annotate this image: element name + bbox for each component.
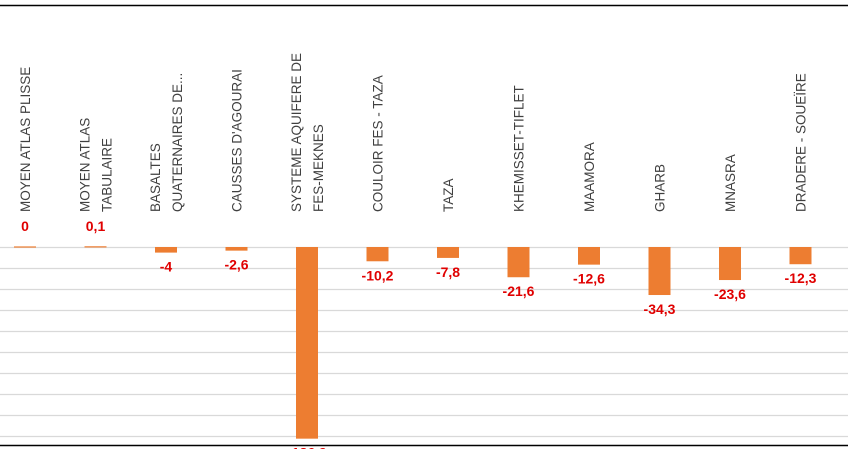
category-label: COULOIR FES - TAZA [371,75,386,212]
category-label: TAZA [441,179,456,213]
category-label: MOYEN ATLAS PLISSE [18,67,33,212]
category-label: KHEMISSET-TIFLET [512,85,527,212]
data-label: 0,1 [86,218,106,234]
category-labels: MOYEN ATLAS PLISSE MOYEN ATLAS TABULAIRE BA… [18,53,809,212]
bar [296,247,318,439]
bar [578,247,600,265]
bar [14,246,36,248]
bar [648,247,671,296]
bar [155,247,177,253]
data-label: -2,6 [224,257,248,273]
data-label: -12,6 [573,271,605,287]
data-label: -23,6 [714,286,746,302]
category-label: MAAMORA [582,142,597,212]
data-label: -10,2 [362,267,394,283]
data-label: -12,3 [785,270,817,286]
category-label: SYSTEME AQUIFERE DE FES-MEKNES [289,53,326,212]
data-label: -21,6 [503,283,535,299]
gridlines [0,246,848,438]
bar [789,247,812,265]
category-label: CAUSSES D'AGOURAI [230,69,245,212]
bar [84,246,107,248]
category-label: GHARB [653,164,668,212]
bar [719,247,741,281]
data-label: 0 [21,218,29,234]
data-label: -4 [160,259,173,275]
bar [225,247,248,251]
bar [437,247,459,258]
bars [14,246,812,439]
bar [366,247,389,262]
category-label: MOYEN ATLAS TABULAIRE [78,118,115,212]
bar [507,247,530,278]
data-label: -136,9 [287,445,327,449]
category-label: DRADERE - SOUEÏRE [794,73,809,212]
data-label: -7,8 [436,264,460,280]
value-labels: 0 0,1 -4 -2,6 -136,9 -10,2 -7,8 -21,6 -12,6 -34,3… [21,218,817,449]
category-label: MNASRA [723,154,738,212]
category-label: BASALTES QUATERNAIRES DE... [148,73,185,212]
data-label: -34,3 [644,301,676,317]
